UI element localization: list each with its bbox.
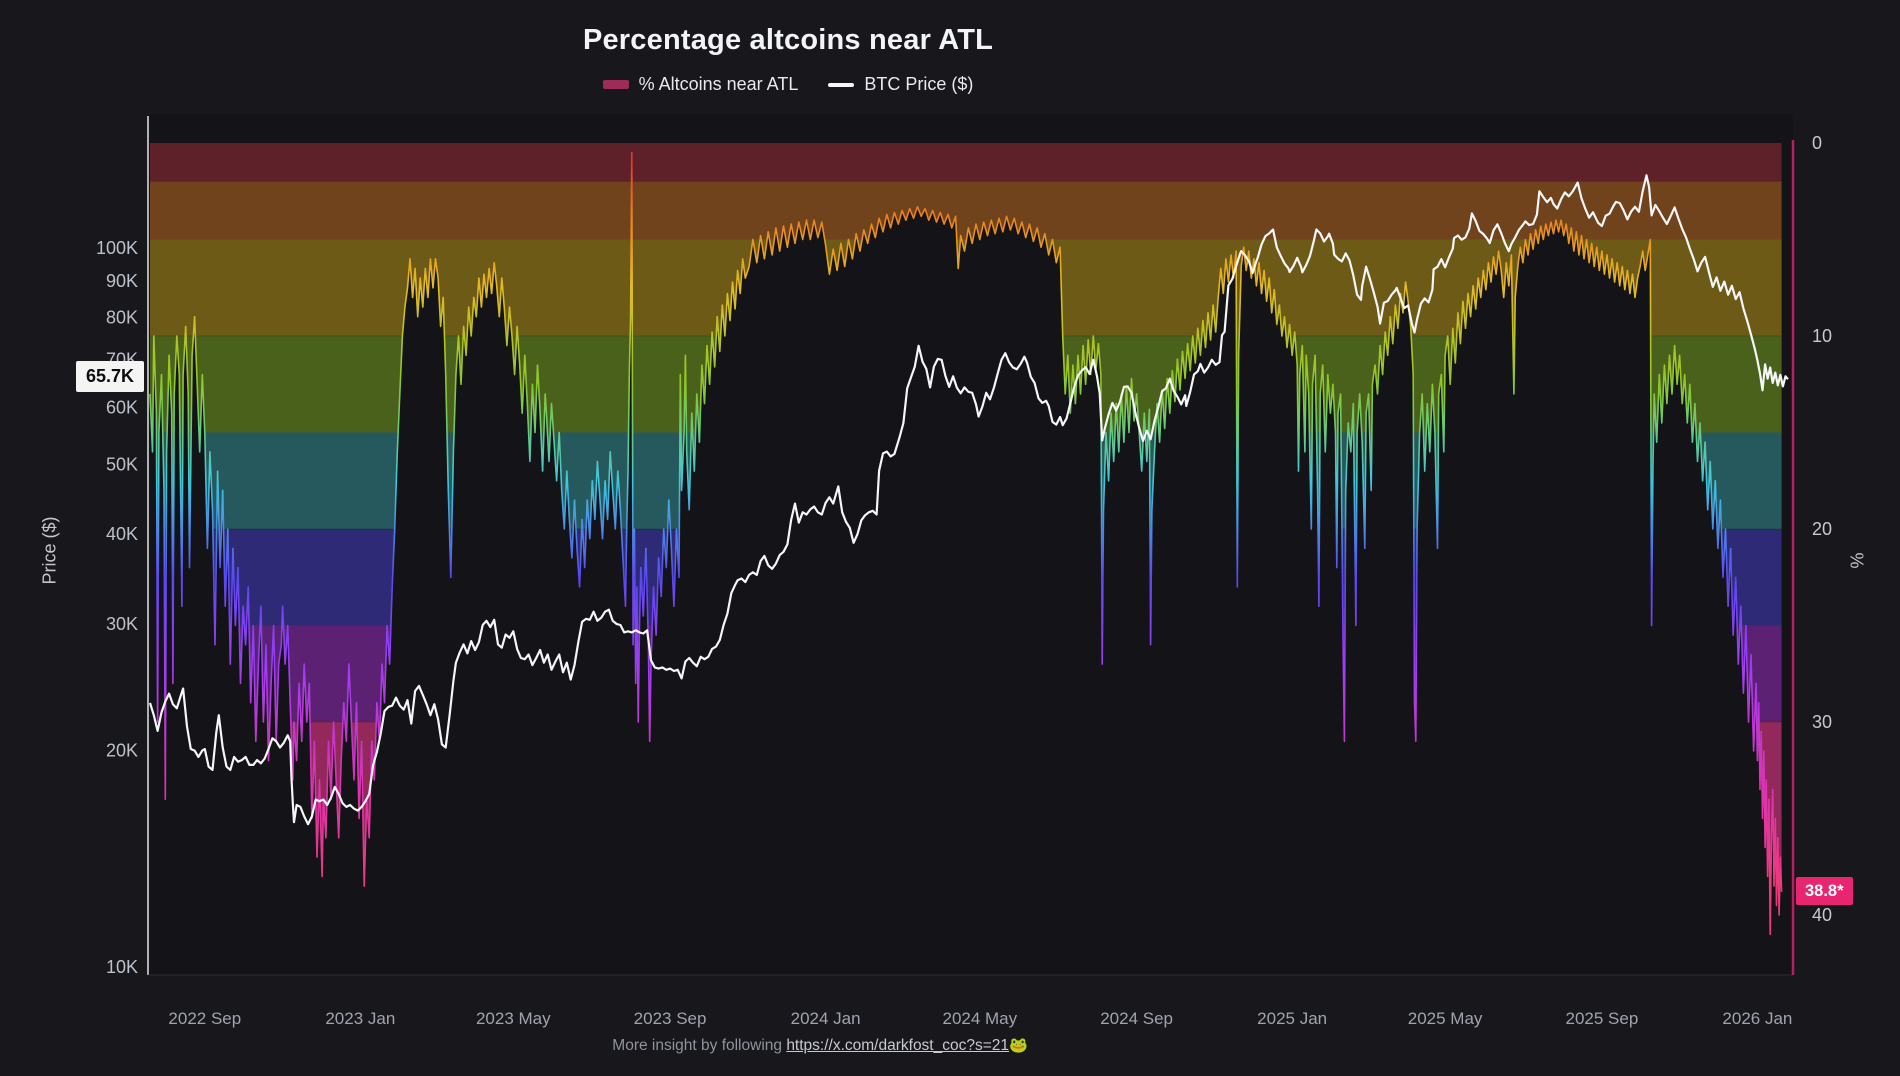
legend: % Altcoins near ATL BTC Price ($) — [0, 74, 1576, 95]
x-tick-label: 2022 Sep — [168, 1009, 241, 1028]
legend-item-btc: BTC Price ($) — [828, 74, 973, 95]
price-tick-label: 10K — [106, 957, 138, 977]
legend-label-altcoins: % Altcoins near ATL — [638, 74, 799, 94]
pct-tick-label: 0 — [1812, 133, 1822, 153]
pct-tick-label: 20 — [1812, 519, 1832, 539]
btc-legend-line-icon — [828, 82, 855, 87]
x-tick-label: 2025 May — [1408, 1009, 1483, 1028]
footer-link[interactable]: https://x.com/darkfost_coc?s=21 — [786, 1037, 1010, 1054]
btc-price-line — [148, 174, 1789, 826]
price-tick-label: 60K — [106, 398, 138, 418]
pct-tick-label: 10 — [1812, 326, 1832, 346]
x-tick-label: 2024 May — [942, 1009, 1017, 1028]
x-tick-label: 2024 Jan — [791, 1009, 861, 1028]
price-tick-label: 90K — [106, 271, 138, 291]
x-tick-label: 2023 Jan — [325, 1009, 395, 1028]
legend-label-btc: BTC Price ($) — [864, 74, 974, 94]
price-tick-label: 50K — [106, 454, 138, 474]
price-axis-title: Price ($) — [39, 516, 60, 585]
x-tick-label: 2026 Jan — [1722, 1009, 1792, 1028]
pct-tick-label: 30 — [1812, 712, 1832, 732]
footer-text: More insight by following — [612, 1037, 787, 1054]
x-tick-label: 2025 Sep — [1565, 1009, 1638, 1028]
x-tick-label: 2025 Jan — [1257, 1009, 1327, 1028]
altcoins-pct-badge: 38.8* — [1796, 877, 1853, 905]
x-tick-label: 2024 Sep — [1100, 1009, 1173, 1028]
price-tick-label: 100K — [96, 238, 138, 258]
chart-title: Percentage altcoins near ATL — [582, 24, 994, 56]
price-tick-label: 30K — [106, 614, 138, 634]
btc-last-price-badge: 65.7K — [76, 361, 144, 392]
altcoins-legend-swatch-icon — [602, 80, 629, 89]
price-tick-label: 40K — [106, 524, 138, 544]
pct-axis-title: % — [1846, 552, 1867, 569]
footer: More insight by following https://x.com/… — [0, 1036, 1640, 1055]
frog-emoji-icon: 🐸 — [1009, 1037, 1028, 1054]
x-tick-label: 2023 Sep — [634, 1009, 707, 1028]
x-tick-label: 2023 May — [476, 1009, 551, 1028]
pct-tick-label: 40 — [1812, 905, 1832, 925]
price-tick-label: 20K — [106, 741, 138, 761]
price-tick-label: 80K — [106, 308, 138, 328]
legend-item-altcoins: % Altcoins near ATL — [602, 74, 799, 95]
altcoins-pct-line — [149, 151, 1783, 936]
